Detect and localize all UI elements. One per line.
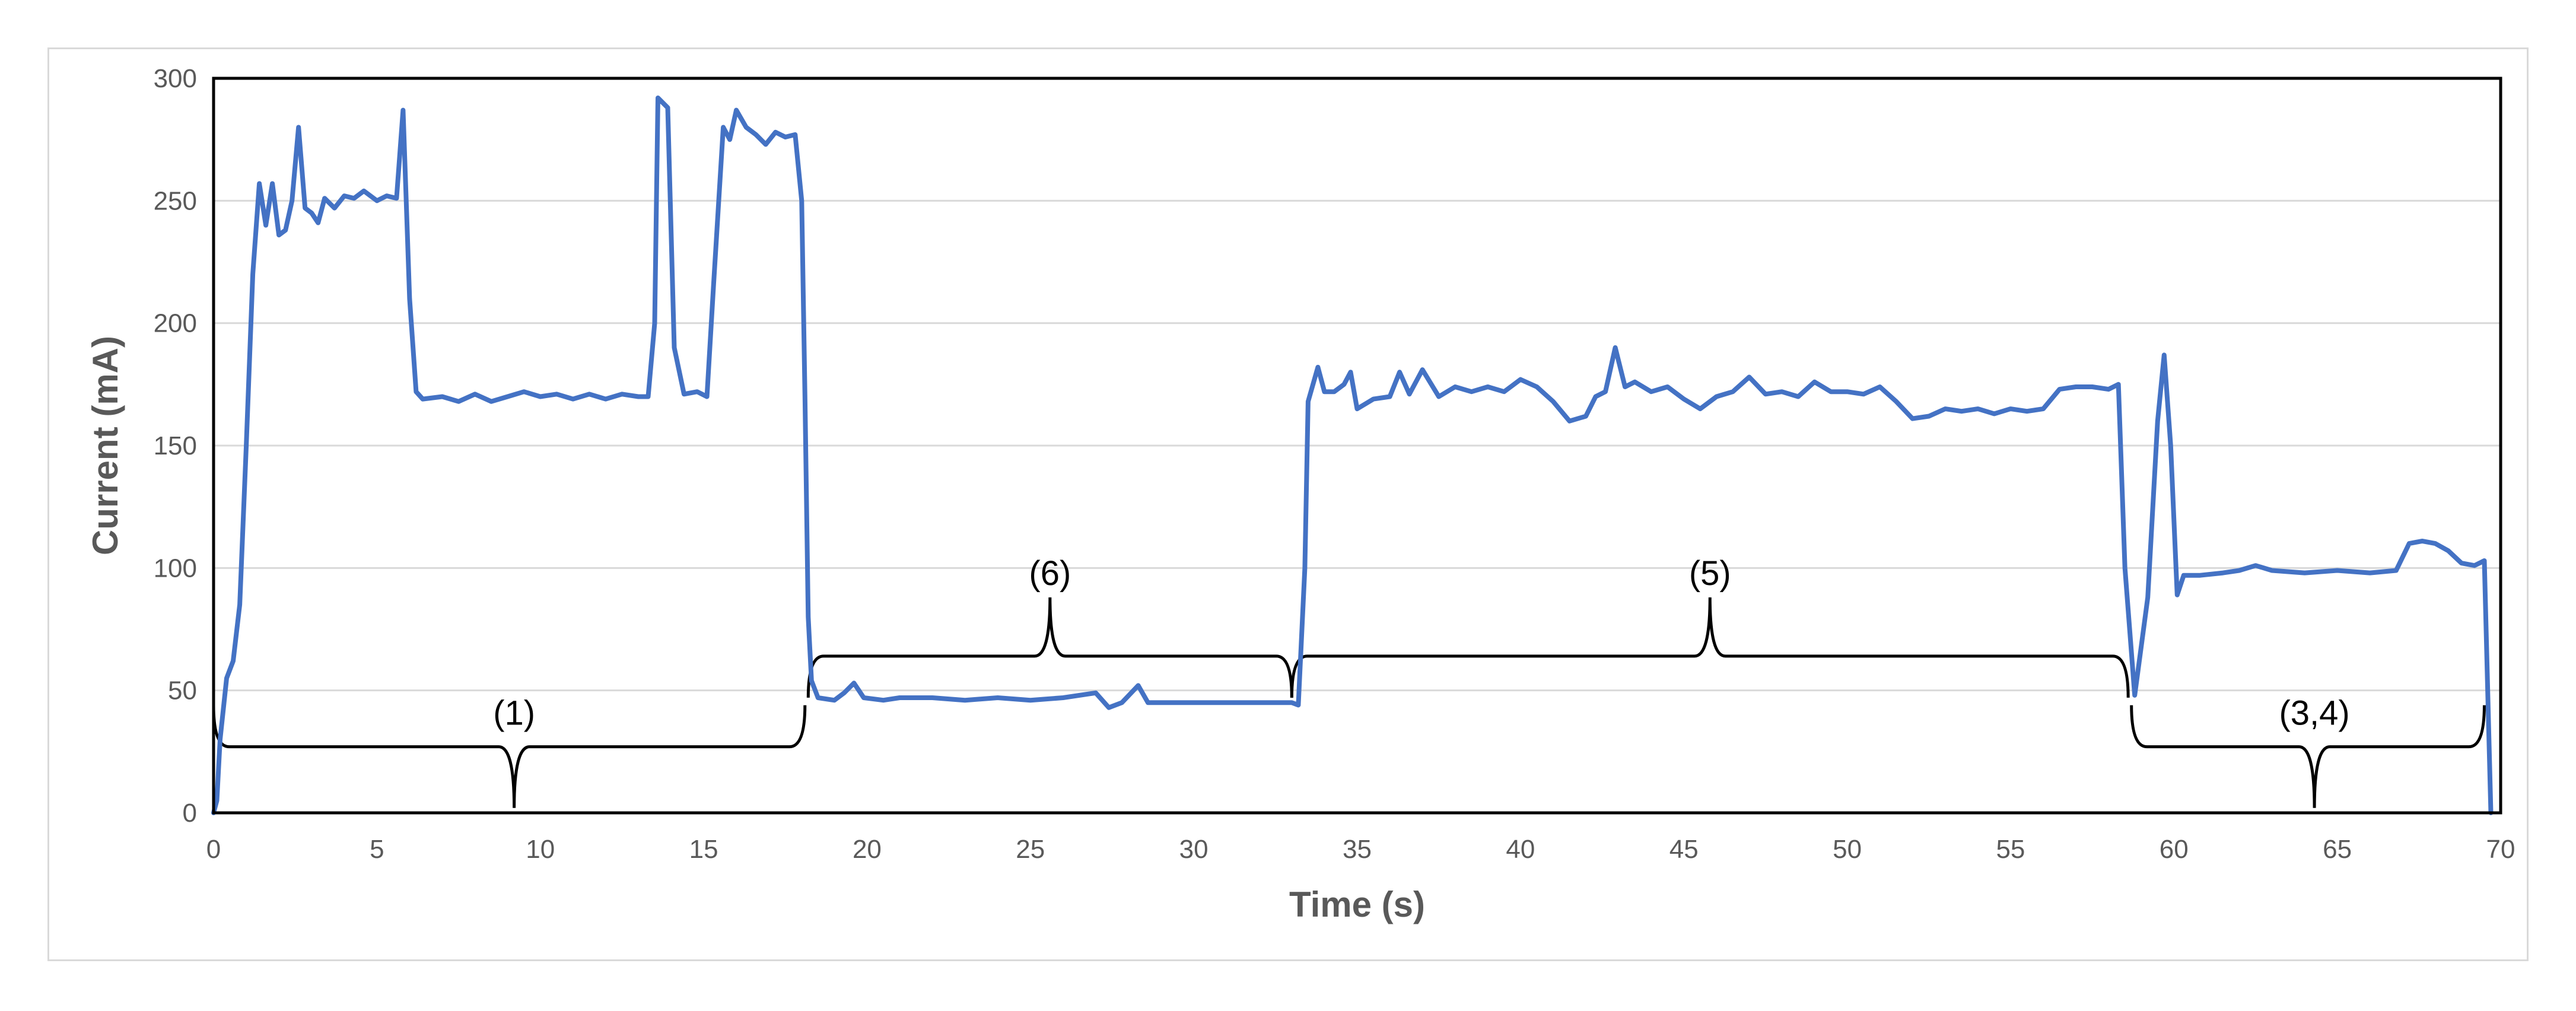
- x-tick-label: 30: [1179, 835, 1209, 864]
- x-tick-label: 15: [689, 835, 718, 864]
- y-axis-title: Current (mA): [85, 336, 125, 555]
- annotation-label: (6): [1029, 554, 1071, 593]
- x-tick-label: 25: [1016, 835, 1045, 864]
- annotations: (1) (6) (5) (3,4): [212, 554, 2486, 808]
- series-layer: [211, 96, 2494, 815]
- x-tick-label: 20: [853, 835, 882, 864]
- x-axis-title: Time (s): [1289, 885, 1425, 924]
- y-tick-label: 50: [168, 676, 197, 705]
- y-tick-label: 200: [154, 309, 197, 338]
- y-axis-ticks: 0 50 100 150 200 250 300: [154, 64, 197, 828]
- annotation-label: (3,4): [2279, 694, 2349, 732]
- x-tick-label: 55: [1996, 835, 2025, 864]
- annotation-brace: [806, 597, 1293, 698]
- x-tick-label: 65: [2323, 835, 2352, 864]
- x-tick-label: 45: [1669, 835, 1699, 864]
- x-tick-label: 5: [370, 835, 384, 864]
- y-tick-label: 0: [183, 799, 197, 828]
- x-tick-label: 10: [526, 835, 555, 864]
- annotation-brace: [1290, 597, 2130, 698]
- x-tick-label: 40: [1506, 835, 1535, 864]
- gridlines: [214, 199, 2501, 692]
- chart-frame: [47, 47, 2529, 961]
- y-tick-label: 150: [154, 431, 197, 460]
- y-tick-label: 250: [154, 186, 197, 215]
- y-tick-label: 300: [154, 64, 197, 93]
- annotation-label: (1): [493, 694, 535, 732]
- x-tick-label: 50: [1833, 835, 1862, 864]
- series-line-0: [211, 96, 2494, 815]
- annotation-label: (5): [1689, 554, 1731, 593]
- x-tick-label: 35: [1343, 835, 1372, 864]
- x-tick-label: 60: [2160, 835, 2189, 864]
- x-axis-ticks: 0 5 10 15 20 25 30 35 40 45 50 55 60 65 70: [206, 835, 2515, 864]
- plot-area-border: [212, 77, 2502, 815]
- y-tick-label: 100: [154, 554, 197, 583]
- x-tick-label: 70: [2486, 835, 2515, 864]
- x-tick-label: 0: [206, 835, 221, 864]
